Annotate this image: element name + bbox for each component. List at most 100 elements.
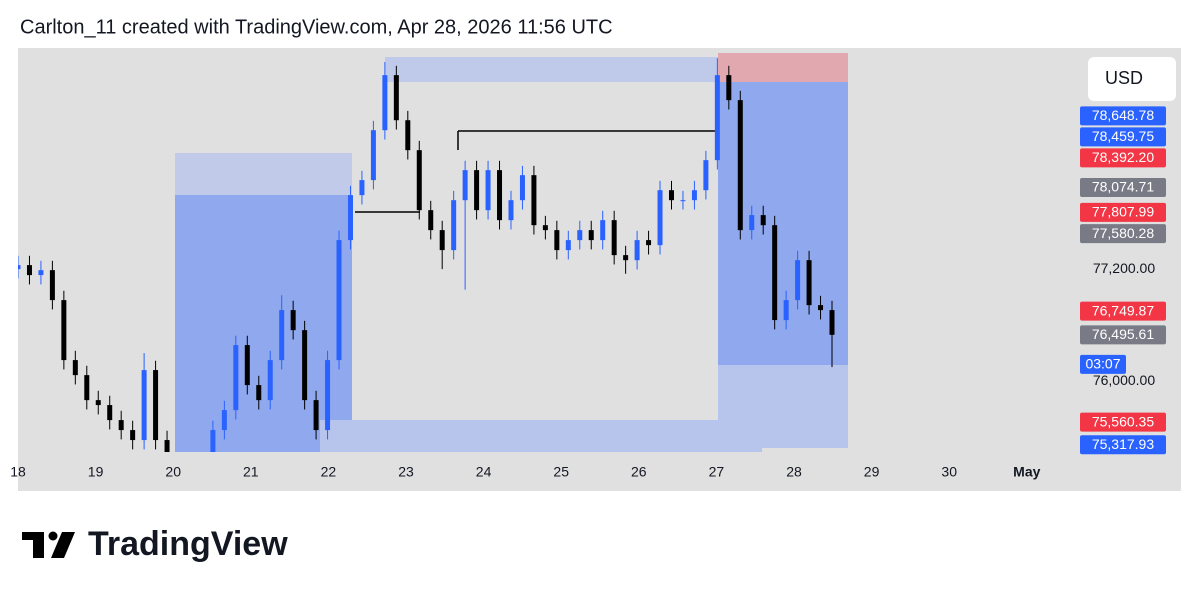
candle-body bbox=[668, 190, 674, 201]
candle-body bbox=[737, 100, 743, 231]
x-tick-label: 19 bbox=[88, 464, 104, 480]
price-label: 76,749.87 bbox=[1092, 302, 1154, 318]
countdown-box bbox=[1080, 354, 1126, 374]
candle-body bbox=[600, 220, 606, 241]
candle-body bbox=[634, 240, 640, 261]
candles bbox=[18, 58, 835, 452]
candle-body bbox=[646, 240, 652, 246]
currency-button[interactable] bbox=[1088, 57, 1176, 101]
zone bbox=[175, 195, 352, 452]
x-tick-label: 24 bbox=[476, 464, 492, 480]
candle-body bbox=[795, 260, 801, 301]
candle-body bbox=[783, 300, 789, 321]
price-label: 75,560.35 bbox=[1092, 413, 1154, 429]
candle-body bbox=[818, 305, 824, 311]
candle-body bbox=[347, 195, 353, 241]
candle-body bbox=[336, 240, 342, 361]
candle-body bbox=[84, 375, 90, 401]
candle-body bbox=[714, 75, 720, 161]
price-label: 76,495.61 bbox=[1092, 326, 1154, 342]
candle-body bbox=[416, 150, 422, 211]
candle-body bbox=[256, 385, 262, 401]
candle-body bbox=[302, 330, 308, 401]
x-tick-label: 29 bbox=[864, 464, 880, 480]
candle-body bbox=[107, 405, 113, 421]
candle-body bbox=[153, 370, 159, 441]
price-label-box bbox=[1080, 435, 1166, 455]
y-tick-label: 77,200.00 bbox=[1093, 260, 1155, 276]
price-label: 77,807.99 bbox=[1092, 204, 1154, 220]
candle-body bbox=[829, 310, 835, 335]
price-label-box bbox=[1080, 224, 1166, 244]
logo bbox=[22, 531, 75, 558]
candle-body bbox=[680, 200, 686, 202]
candle-body bbox=[244, 345, 250, 386]
price-label: 77,580.28 bbox=[1092, 225, 1154, 241]
candle-body bbox=[806, 260, 812, 306]
candle-body bbox=[474, 170, 480, 211]
candle-body bbox=[279, 310, 285, 361]
candle-body bbox=[233, 345, 239, 411]
x-tick-label: 26 bbox=[631, 464, 647, 480]
candle-body bbox=[749, 215, 755, 231]
price-label: 78,648.78 bbox=[1092, 107, 1154, 123]
zone bbox=[320, 420, 762, 452]
price-label-box bbox=[1080, 412, 1166, 432]
countdown: 03:07 bbox=[1085, 356, 1120, 372]
currency-label: USD bbox=[1105, 68, 1143, 88]
logo-mark bbox=[48, 531, 58, 541]
y-tick-label: 76,000.00 bbox=[1093, 372, 1155, 388]
candle-body bbox=[290, 310, 296, 331]
candle-body bbox=[577, 230, 583, 241]
zone bbox=[385, 57, 718, 82]
x-tick-label: 27 bbox=[709, 464, 725, 480]
candle-body bbox=[370, 130, 376, 181]
brand: TradingView bbox=[88, 525, 288, 563]
zone bbox=[718, 365, 848, 448]
candle-body bbox=[451, 200, 457, 251]
price-label-box bbox=[1080, 106, 1166, 126]
candle-body bbox=[141, 370, 147, 441]
price-label-box bbox=[1080, 148, 1166, 168]
price-label-box bbox=[1080, 301, 1166, 321]
x-tick-label: 18 bbox=[10, 464, 26, 480]
candle-body bbox=[130, 430, 136, 441]
zone bbox=[718, 53, 848, 82]
candle-body bbox=[623, 255, 629, 261]
candle-body bbox=[267, 360, 273, 401]
candle-body bbox=[49, 270, 55, 301]
candle-body bbox=[405, 120, 411, 151]
x-tick-label: May bbox=[1013, 464, 1040, 480]
price-label-box bbox=[1080, 202, 1166, 222]
candle-body bbox=[485, 170, 491, 211]
candle-body bbox=[760, 215, 766, 226]
price-label: 78,392.20 bbox=[1092, 149, 1154, 165]
attribution: Carlton_11 created with TradingView.com,… bbox=[20, 16, 613, 38]
x-tick-label: 20 bbox=[165, 464, 181, 480]
candle-body bbox=[18, 265, 21, 270]
candle-body bbox=[462, 170, 468, 201]
logo-mark bbox=[33, 532, 44, 558]
candle-body bbox=[164, 440, 170, 452]
zone bbox=[175, 153, 352, 195]
price-label: 78,459.75 bbox=[1092, 128, 1154, 144]
candle-body bbox=[531, 175, 537, 226]
price-label-box bbox=[1080, 127, 1166, 147]
candle-body bbox=[726, 75, 732, 101]
candle-body bbox=[542, 225, 548, 231]
candle-body bbox=[393, 75, 399, 121]
candle-body bbox=[26, 265, 32, 276]
price-label-box bbox=[1080, 178, 1166, 198]
candle-body bbox=[657, 190, 663, 246]
x-tick-label: 30 bbox=[941, 464, 957, 480]
x-tick-label: 23 bbox=[398, 464, 414, 480]
candle-body bbox=[519, 175, 525, 201]
x-tick-label: 28 bbox=[786, 464, 802, 480]
zone bbox=[718, 82, 848, 365]
candle-body bbox=[588, 230, 594, 241]
candle-body bbox=[210, 430, 216, 452]
price-label: 78,074.71 bbox=[1092, 179, 1154, 195]
x-tick-label: 21 bbox=[243, 464, 259, 480]
candle-body bbox=[221, 410, 227, 431]
candle-body bbox=[497, 170, 503, 221]
